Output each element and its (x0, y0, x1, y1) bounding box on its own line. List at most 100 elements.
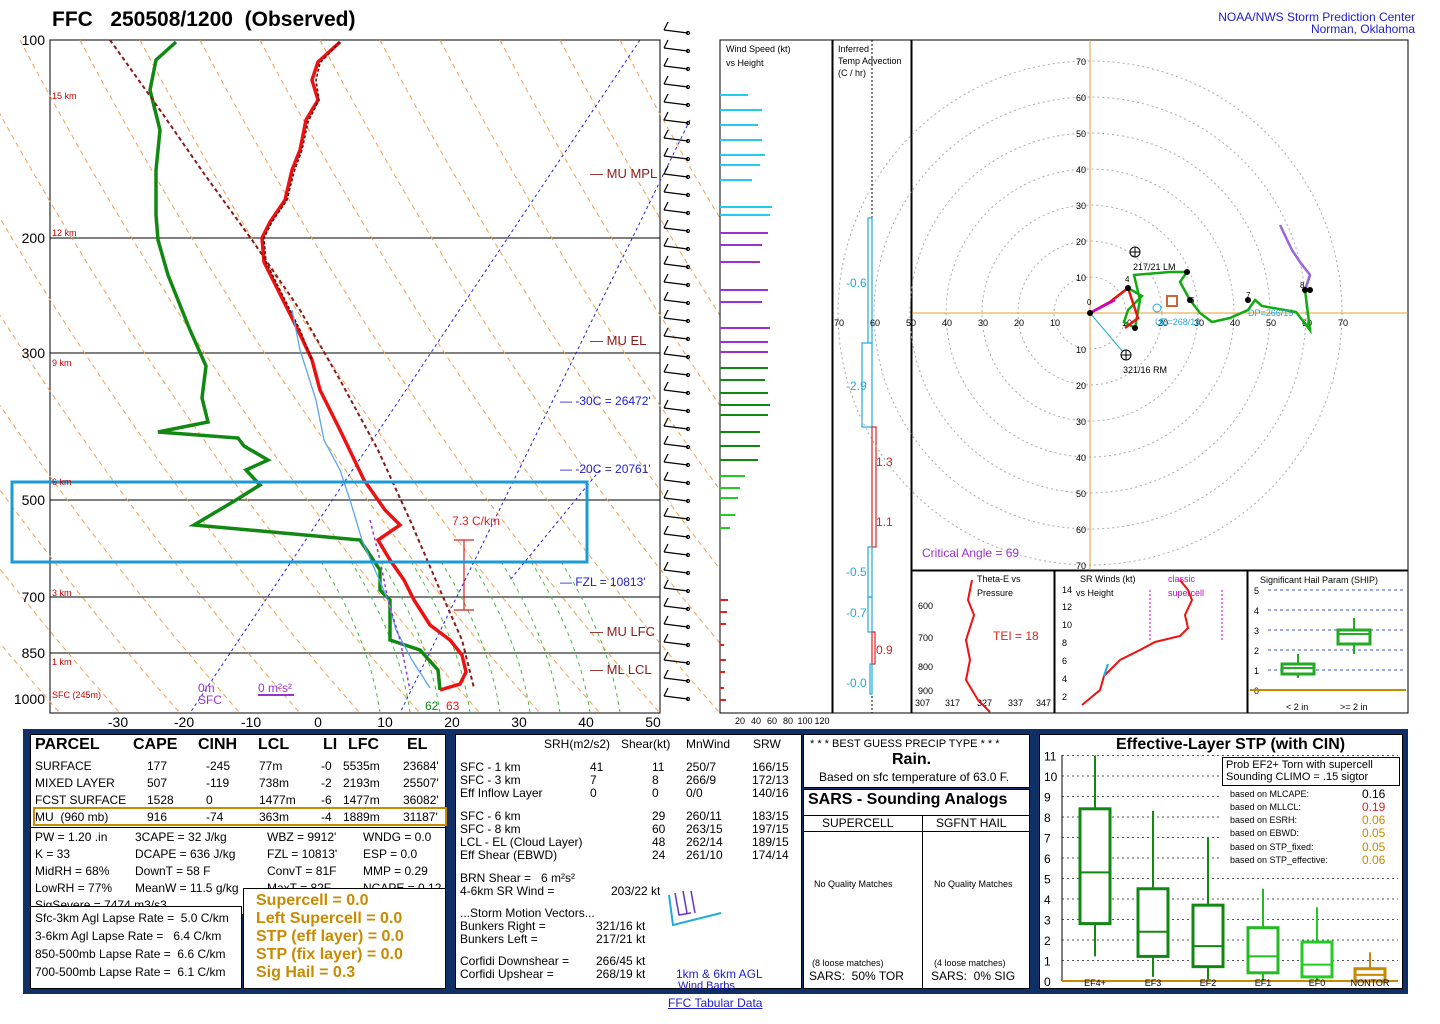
kin-header: MnWind (686, 737, 731, 751)
stp-based-label: based on STP_effective: (1230, 855, 1328, 865)
dry-adiabat (0, 404, 241, 714)
parcel-cell: 177 (147, 759, 168, 773)
wind-barb (663, 101, 689, 106)
br-value: 321/16 kt (596, 919, 646, 933)
hodo-ring-label: 50 (1266, 318, 1276, 328)
wind-barb-flag (663, 525, 669, 535)
lapse-rate-label: 7.3 C/km (452, 514, 500, 528)
composite-row: STP (fix layer) = 0.0 (256, 946, 403, 963)
moist-adiabat (319, 559, 381, 714)
rm-marker (1120, 349, 1132, 361)
rm-vector (1089, 312, 1124, 353)
theta-p: 800 (918, 662, 933, 672)
composite-panel: Supercell = 0.0 Left Supercell = 0.0 STP… (243, 888, 446, 989)
parcel-cell: SURFACE (35, 759, 92, 773)
theta-p-labels: 600 700 800 900 (918, 601, 933, 696)
plabel-100: 100 (22, 32, 46, 48)
wind-barb-flag (663, 147, 669, 157)
kin-cell: 8 (652, 773, 659, 787)
org-location: Norman, Oklahoma (1310, 22, 1415, 36)
kin-cell: Eff Inflow Layer (460, 786, 543, 800)
index-cell: LowRH = 77% (35, 881, 113, 895)
bl-value: 217/21 kt (596, 932, 646, 946)
stp-based-value: 0.06 (1362, 853, 1386, 867)
rm-label: 321/16 RM (1123, 365, 1167, 375)
theta-p: 900 (918, 686, 933, 696)
stp-based-label: based on MLCAPE: (1230, 789, 1310, 799)
wind-barb-dot (685, 444, 691, 450)
hodo-ring-label: 70 (1076, 561, 1086, 571)
lapse-row: 700-500mb Lapse Rate = 6.1 C/km (35, 965, 226, 979)
hodo-ring-labels: 1010101020202020303030304040404050505050… (834, 57, 1348, 571)
storm-motion-marker (1166, 295, 1178, 307)
wind-barb-flag (663, 471, 669, 481)
wind-barb (663, 533, 689, 538)
adv-value: 0.9 (876, 643, 893, 657)
tlabel: -10 (241, 714, 261, 728)
parcel-cell: 1528 (147, 793, 174, 807)
hodo-ring-label: 40 (942, 318, 952, 328)
ship-x: >= 2 in (1340, 702, 1368, 712)
plabel-300: 300 (22, 345, 46, 361)
hodo-point (1132, 325, 1138, 331)
tlabel: -30 (108, 714, 128, 728)
wind-barb (663, 677, 689, 682)
divider (31, 827, 445, 828)
stp-cat-label: EF1 (1255, 978, 1272, 988)
kin-cell: LCL - EL (Cloud Layer) (460, 835, 583, 849)
kin-cell: 250/7 (686, 760, 717, 774)
wind-barb-dot (685, 534, 691, 540)
kin-header: Shear(kt) (621, 737, 671, 751)
dp-label: DP=266/15 (1248, 308, 1293, 318)
parcel-cell: 23684' (403, 759, 439, 773)
org-name: NOAA/NWS Storm Prediction Center (1218, 10, 1415, 24)
wind-barb-dot (685, 300, 691, 306)
hlabel-12km: 12 km (52, 228, 77, 238)
ue-label: UE=268/19 (1155, 317, 1200, 327)
dry-adiabat (0, 314, 301, 714)
index-cell: MeanW = 11.5 g/kg (135, 881, 239, 895)
wind-barb (663, 173, 689, 178)
wind-barb-flag (663, 237, 669, 247)
mu-mpl-label: — MU MPL (590, 166, 657, 181)
adv-value: 1.3 (876, 455, 893, 469)
kin-cell: 261/10 (686, 848, 723, 862)
dry-adiabat (19, 39, 481, 714)
parcel-header: PARCEL (35, 736, 100, 753)
lapse-row: 850-500mb Lapse Rate = 6.6 C/km (35, 947, 226, 961)
tabular-data-link[interactable]: FFC Tabular Data (668, 996, 763, 1010)
isotherm (189, 39, 641, 714)
hodo-ring-label: 60 (1076, 93, 1086, 103)
kin-cell: 60 (652, 822, 666, 836)
hodo-ring-label: 20 (1076, 381, 1086, 391)
pressure-labels: 100 200 300 500 700 850 1000 (14, 32, 45, 707)
wind-barb (663, 407, 689, 412)
adv-title: Inferred (838, 44, 869, 54)
srw-h-labels: 14 12 10 8 6 4 2 (1062, 585, 1072, 702)
wind-barb-dot (685, 102, 691, 108)
ship-y-label: 4 (1254, 606, 1259, 616)
hodo-point (1125, 285, 1131, 291)
plabel-200: 200 (22, 230, 46, 246)
plabel-1000: 1000 (14, 691, 45, 707)
stp-prob1: Prob EF2+ Torn with supercell (1226, 759, 1373, 771)
ship-y-label: 1 (1254, 666, 1259, 676)
tlabel: 40 (578, 714, 594, 728)
parcel-cell: 31187' (403, 810, 438, 824)
sars-nq1: No Quality Matches (814, 879, 893, 889)
stp-y-label: 10 (1044, 770, 1058, 784)
sr46-label: 4-6km SR Wind = (460, 884, 555, 898)
wind-barb-dot (685, 660, 691, 666)
lapse-rate-bar: 7.3 C/km (452, 514, 500, 611)
adv-bar (871, 426, 877, 548)
stp-based-label: based on MLLCL: (1230, 802, 1302, 812)
kin-cell: 24 (652, 848, 666, 862)
wind-barb-dot (685, 138, 691, 144)
wind-barb-dot (685, 696, 691, 702)
stp-box (1300, 940, 1334, 979)
tlabel: 0 (314, 714, 322, 728)
org-label: NOAA/NWS Storm Prediction Center Norman,… (1218, 11, 1415, 35)
isobars (50, 237, 660, 654)
stp-based-label: based on EBWD: (1230, 828, 1300, 838)
stp-y-label: 5 (1044, 873, 1051, 887)
